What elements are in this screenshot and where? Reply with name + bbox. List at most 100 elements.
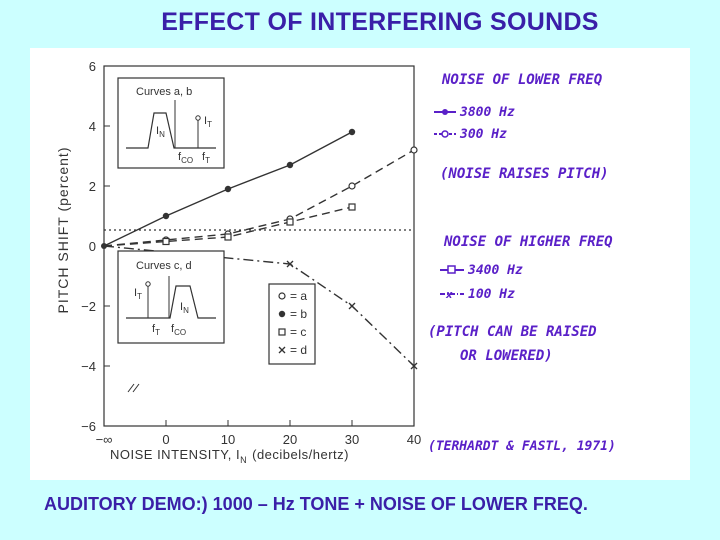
series-a-point <box>348 182 356 190</box>
series-d-point <box>286 260 294 268</box>
annotation-higher-item-2: 100 Hz <box>468 287 515 302</box>
inset-top-label-it: I <box>204 115 207 127</box>
inset-top-label-in-sub: N <box>159 130 165 139</box>
inset-top-label-in: I <box>156 125 159 137</box>
inset-top-title: Curves a, b <box>136 86 192 98</box>
inset-bottom-label-in: I <box>180 301 183 313</box>
annotation-higher-item-1: 3400 Hz <box>467 263 523 278</box>
inset-top-label-fco: f <box>178 151 182 163</box>
x-axis-ticks: −∞ 0 10 20 30 40 <box>96 420 421 447</box>
svg-text:NOISE INTENSITY, IN(decibels/h: NOISE INTENSITY, IN (decibels/hertz) <box>110 447 349 465</box>
inset-bottom-label-fco: f <box>171 323 175 335</box>
svg-text:IN: IN <box>156 125 165 139</box>
series-c-point <box>286 218 294 226</box>
y-tick-label: 6 <box>89 59 96 74</box>
x-tick-label: 40 <box>407 432 421 447</box>
inset-top-label-it-sub: T <box>207 120 212 129</box>
series-d-point <box>410 362 418 370</box>
inset-bottom-label-ft: f <box>152 323 156 335</box>
svg-text:fT: fT <box>202 151 210 165</box>
y-tick-label: 2 <box>89 179 96 194</box>
annotation-can-be: (PITCH CAN BE RAISED <box>428 324 597 340</box>
annotation-citation: (TERHARDT & FASTL, 1971) <box>428 439 616 454</box>
series-b-point <box>224 185 232 193</box>
series-d-line <box>103 245 415 367</box>
series-a-line <box>103 149 415 247</box>
legend-label: = b <box>290 307 307 321</box>
x-marker-stroke <box>348 302 356 310</box>
annotation-raises: (NOISE RAISES PITCH) <box>440 166 609 182</box>
x-axis-label-subscript: N <box>240 455 247 465</box>
annotation-higher-title: NOISE OF HIGHER FREQ <box>443 234 613 250</box>
figure-panel: 6 4 2 0 −2 −4 −6 −∞ 0 10 20 30 40 PITCH SHIFT (perc… <box>30 48 690 480</box>
y-tick-label: −6 <box>81 419 96 434</box>
origin-point <box>101 243 107 249</box>
x-tick-label: −∞ <box>96 432 113 447</box>
inset-top-label-fco-sub: CO <box>181 156 193 165</box>
series-layer <box>101 128 418 370</box>
series-d <box>103 245 418 370</box>
legend-label: = c <box>290 325 306 339</box>
y-axis-label: PITCH SHIFT (percent) <box>55 147 71 314</box>
series-c-point <box>162 237 170 246</box>
x-axis-label: NOISE INTENSITY, I <box>110 447 240 462</box>
series-b-point <box>162 212 170 220</box>
chart-legend: = a = b = c = d <box>268 283 316 365</box>
axis-break-mark <box>132 383 140 393</box>
inset-curves-a-b: Curves a, b IN IT fCO fT <box>117 77 225 169</box>
inset-bottom-label-fco-sub: CO <box>174 328 186 337</box>
inset-bottom-label-ft-sub: T <box>155 328 160 337</box>
series-d-point <box>348 302 356 310</box>
inset-bottom-title: Curves c, d <box>136 260 192 272</box>
legend-label: = a <box>290 289 307 303</box>
annotation-lower-item-2: 300 Hz <box>459 127 507 142</box>
inset-bottom-label-in-sub: N <box>183 306 189 315</box>
slide-caption: AUDITORY DEMO:) 1000 – Hz TONE + NOISE O… <box>44 494 588 514</box>
legend-marker-3 <box>278 346 286 354</box>
inset-bottom-tone-marker <box>145 281 151 287</box>
x-marker-stroke <box>278 346 286 354</box>
slide-title: EFFECT OF INTERFERING SOUNDS <box>161 8 599 36</box>
y-tick-label: 0 <box>89 239 96 254</box>
annotation-lower-item-1: 3800 Hz <box>459 105 515 120</box>
svg-text:fCO: fCO <box>178 151 193 165</box>
annotation-lower-item-1-marker <box>442 109 448 115</box>
x-axis-label-units: (decibels/hertz) <box>252 447 349 462</box>
legend-marker-0 <box>278 292 286 300</box>
y-tick-label: −4 <box>81 359 96 374</box>
series-c-point <box>348 203 356 211</box>
x-tick-label: 30 <box>345 432 359 447</box>
y-tick-label: 4 <box>89 119 96 134</box>
annotation-higher-item-1-marker <box>447 265 456 274</box>
svg-text:fT: fT <box>152 323 160 337</box>
inset-bottom-noise-band <box>126 285 216 319</box>
inset-top-noise-band <box>126 112 216 149</box>
series-b-point <box>286 161 294 169</box>
series-c-point <box>224 233 232 241</box>
inset-curves-c-d: Curves c, d IT IN fT fCO <box>117 250 225 344</box>
svg-text:IT: IT <box>134 287 142 301</box>
svg-text:IN: IN <box>180 301 189 315</box>
legend-marker-2 <box>278 328 286 336</box>
x-tick-label: 20 <box>283 432 297 447</box>
inset-top-tone-marker <box>195 115 201 121</box>
inset-top-label-ft-sub: T <box>205 156 210 165</box>
annotation-higher-item-2-marker: x <box>445 288 453 301</box>
y-tick-label: −2 <box>81 299 96 314</box>
annotation-lower-item-2-marker <box>441 130 449 138</box>
axis-break-mark <box>127 383 135 393</box>
annotation-lower-title: NOISE OF LOWER FREQ <box>441 72 602 88</box>
x-tick-label: 0 <box>162 432 169 447</box>
inset-bottom-label-it: I <box>134 287 137 299</box>
series-b <box>103 128 356 247</box>
series-a-point <box>410 146 418 154</box>
svg-text:IT: IT <box>204 115 212 129</box>
legend-marker-1 <box>278 310 286 318</box>
x-tick-label: 10 <box>221 432 235 447</box>
legend-label: = d <box>290 343 307 357</box>
annotation-or-lowered: OR LOWERED) <box>460 348 553 364</box>
inset-top-label-ft: f <box>202 151 206 163</box>
series-b-point <box>348 128 356 136</box>
series-c <box>103 203 356 247</box>
x-marker-stroke <box>410 362 418 370</box>
